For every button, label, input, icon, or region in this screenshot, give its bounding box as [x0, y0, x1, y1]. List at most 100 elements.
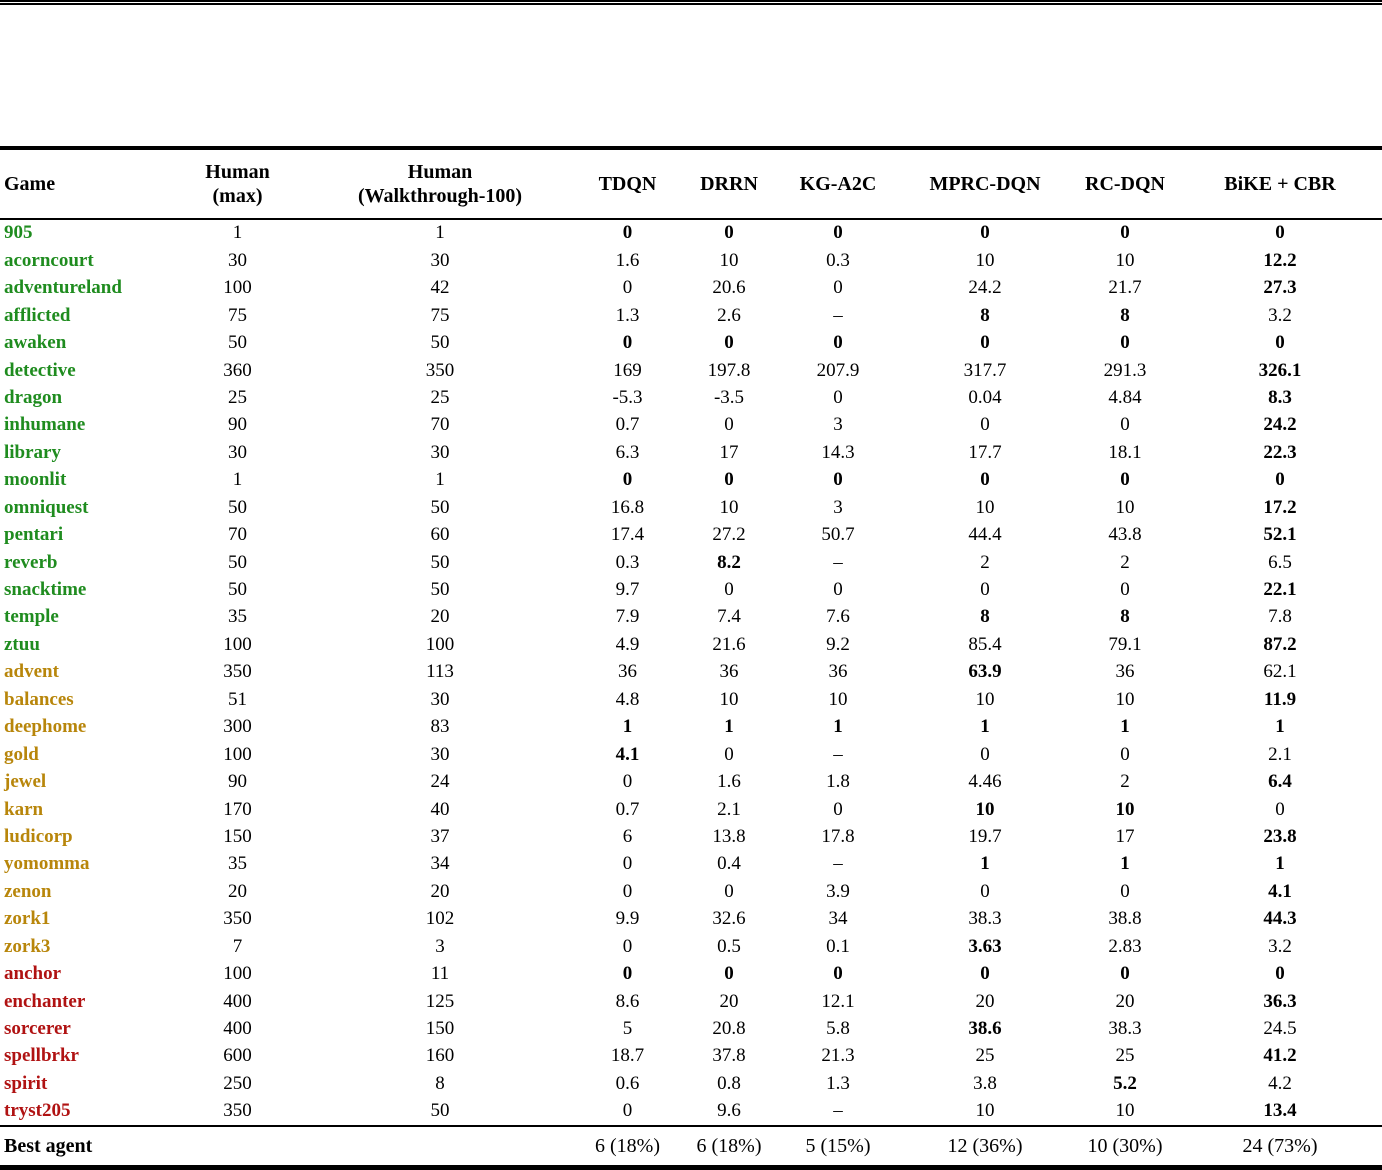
score-cell: 0 [833, 963, 843, 985]
score-cell: 0 [833, 469, 843, 491]
header-line: Human [205, 161, 270, 183]
score-cell: 25 [228, 386, 247, 408]
score-cell: 36 [1115, 661, 1135, 683]
score-cell: 100 [223, 277, 252, 299]
col-header-rc-dqn: RC-DQN [1072, 148, 1178, 220]
score-cell: 0 [724, 222, 734, 244]
col-header-tdqn: TDQN [575, 148, 680, 220]
score-cell: 10 [719, 496, 739, 518]
best-agent-label: Best agent [0, 1125, 170, 1167]
score-cell: 23.8 [1263, 825, 1297, 847]
score-cell: 7.6 [826, 606, 850, 628]
score-cell: 50.7 [821, 524, 855, 546]
score-cell: 21.7 [1108, 277, 1142, 299]
score-cell: 0.7 [615, 798, 640, 820]
score-cell: 36.3 [1263, 990, 1297, 1012]
score-cell: 0 [1275, 798, 1285, 820]
score-cell: 0 [1120, 222, 1130, 244]
score-cell: 30 [430, 249, 450, 271]
score-cell: 0 [980, 469, 990, 491]
table-row: ztuu 100 100 4.9 21.6 9.2 85.4 79.1 87.2 [0, 632, 1382, 659]
score-cell: 10 [1115, 249, 1135, 271]
score-cell: 0 [724, 880, 734, 902]
score-cell: 0 [1120, 743, 1130, 765]
score-cell: 0.4 [717, 853, 741, 875]
score-cell: 2 [1120, 551, 1130, 573]
score-cell: 0.1 [826, 935, 850, 957]
score-cell: 4.8 [615, 688, 640, 710]
score-cell: 22.3 [1263, 441, 1297, 463]
score-cell: 20.6 [712, 277, 746, 299]
score-cell: 38.3 [1108, 1018, 1142, 1039]
score-cell: 36 [618, 661, 637, 683]
table-row: enchanter 400 125 8.6 20 12.1 20 20 36.3 [0, 988, 1382, 1015]
score-cell: 44.4 [968, 524, 1002, 546]
score-cell: 10 [828, 688, 848, 710]
score-cell: 10 [1115, 1100, 1135, 1122]
score-cell: 8.3 [1268, 386, 1292, 408]
score-cell: 0 [1120, 579, 1130, 600]
score-cell: 11 [430, 963, 450, 985]
score-cell: 0.3 [615, 551, 640, 573]
table-row: omniquest 50 50 16.8 10 3 10 10 17.2 [0, 494, 1382, 521]
game-name: omniquest [4, 496, 89, 518]
score-cell: 3.63 [968, 935, 1002, 957]
game-name: tryst205 [4, 1100, 71, 1122]
score-cell: 1 [622, 716, 633, 738]
table-row: yomomma 35 34 0 0.4 – 1 1 1 [0, 851, 1382, 878]
score-cell: 350 [425, 359, 455, 381]
score-cell: 0.5 [717, 935, 741, 957]
score-cell: 36 [828, 661, 848, 683]
game-name: spellbrkr [4, 1045, 79, 1067]
score-cell: 0 [1120, 332, 1130, 354]
score-cell: 0.7 [615, 414, 640, 436]
score-cell: 44.3 [1263, 908, 1297, 930]
score-cell: 9.9 [615, 908, 640, 930]
score-cell: 50 [228, 579, 247, 600]
score-cell: 102 [425, 908, 455, 930]
score-cell: 50 [430, 1100, 450, 1122]
score-cell: 600 [223, 1045, 252, 1067]
game-name: deephome [4, 716, 87, 738]
table-row: spirit 250 8 0.6 0.8 1.3 3.8 5.2 4.2 [0, 1071, 1382, 1098]
score-cell: 10 [1115, 496, 1135, 518]
score-cell: 34 [430, 853, 450, 875]
score-cell: 43.8 [1108, 524, 1142, 546]
table-row: dragon 25 25 -5.3 -3.5 0 0.04 4.84 8.3 [0, 385, 1382, 412]
score-cell: 125 [425, 990, 455, 1012]
col-header-kg-a2c: KG-A2C [778, 148, 898, 220]
score-cell: 3 [435, 935, 445, 957]
score-cell: -3.5 [713, 386, 745, 408]
score-cell: 3.2 [1268, 935, 1292, 957]
score-cell: 25 [430, 386, 450, 408]
score-cell: 21.3 [821, 1045, 855, 1067]
score-cell: 10 [975, 798, 995, 820]
score-cell: 50 [430, 579, 450, 600]
score-cell: 4.2 [1268, 1072, 1292, 1094]
score-cell: 0 [833, 222, 843, 244]
header-row: Game Human (max) Human (Walkthrough-100)… [0, 148, 1382, 220]
score-cell: 5.8 [826, 1018, 850, 1039]
table-row: awaken 50 50 0 0 0 0 0 0 [0, 330, 1382, 357]
score-cell: 30 [228, 249, 247, 271]
score-cell: 20 [430, 606, 450, 628]
score-cell: 0 [622, 277, 633, 299]
score-cell: 4.1 [1268, 880, 1292, 902]
score-cell: 10 [975, 1100, 995, 1122]
score-cell: 38.8 [1108, 908, 1142, 930]
score-cell: 0 [980, 743, 990, 765]
score-cell: 1 [1275, 716, 1285, 738]
score-cell: 1 [980, 853, 990, 875]
table-row: inhumane 90 70 0.7 0 3 0 0 24.2 [0, 412, 1382, 439]
score-cell: 169 [613, 359, 642, 381]
game-name: zork3 [4, 935, 51, 957]
score-cell: 1 [232, 222, 243, 244]
score-cell: 1 [980, 716, 990, 738]
table-row: spellbrkr 600 160 18.7 37.8 21.3 25 25 41.2 [0, 1043, 1382, 1070]
score-cell: 350 [223, 1100, 252, 1122]
table-row: snacktime 50 50 9.7 0 0 0 0 22.1 [0, 577, 1382, 604]
table-row: adventureland 100 42 0 20.6 0 24.2 21.7 27.3 [0, 275, 1382, 302]
score-cell: 50 [430, 551, 450, 573]
score-cell: 0 [622, 880, 633, 902]
score-cell: 37.8 [712, 1045, 746, 1067]
